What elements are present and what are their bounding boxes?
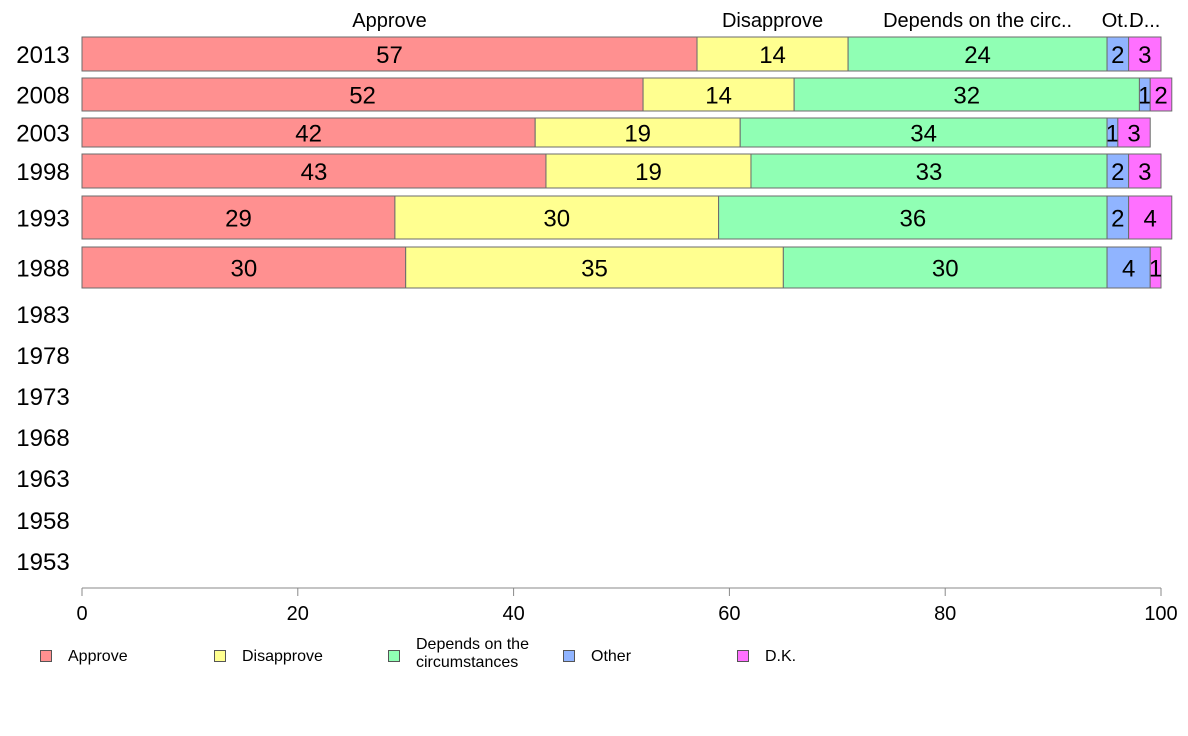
data-label: 30: [543, 206, 570, 233]
legend-label: Disapprove: [242, 648, 323, 665]
bar-segment: [642, 77, 795, 112]
category-label: 2008: [16, 83, 69, 110]
data-label: 3: [1138, 42, 1151, 69]
column-header: D...: [1129, 10, 1160, 32]
data-label: 36: [899, 206, 926, 233]
category-label: 1973: [16, 384, 69, 411]
bar-segment: [1128, 36, 1162, 72]
legend-swatch: [737, 650, 749, 662]
data-label: 2: [1111, 159, 1124, 186]
legend-item: Disapprove: [214, 636, 323, 666]
bar-segment: [696, 36, 849, 72]
data-label: 3: [1127, 121, 1140, 148]
data-label: 34: [910, 121, 937, 148]
chart-legend: Approve Disapprove Depends on the circumst…: [0, 636, 1188, 696]
legend-item: D.K.: [737, 636, 796, 666]
bar-segment: [1149, 246, 1162, 289]
legend-label: D.K.: [765, 648, 797, 665]
legend-label: Other: [591, 648, 632, 665]
category-label: 1983: [16, 302, 69, 329]
legend-label: Depends on the circumstances: [416, 636, 529, 671]
bar-segment: [1106, 246, 1151, 289]
x-tick-label: 20: [287, 603, 309, 625]
bar-segment: [394, 195, 720, 240]
category-label: 2003: [16, 121, 69, 148]
bar-segment: [782, 246, 1108, 289]
legend-item: Approve: [40, 636, 128, 666]
data-label: 42: [295, 121, 322, 148]
bar-segment: [718, 195, 1108, 240]
category-label: 1958: [16, 508, 69, 535]
bar-segment: [1128, 195, 1173, 240]
legend-swatch: [214, 650, 226, 662]
data-label: 2: [1111, 42, 1124, 69]
data-label: 14: [705, 83, 732, 110]
data-label: 35: [581, 256, 608, 283]
legend-label: Approve: [68, 648, 128, 665]
category-label: 1968: [16, 425, 69, 452]
bar-segment: [1117, 117, 1151, 148]
x-tick-label: 0: [76, 603, 87, 625]
data-label: 2: [1154, 83, 1167, 110]
category-label: 1993: [16, 206, 69, 233]
bar-segment: [405, 246, 784, 289]
data-label: 30: [932, 256, 959, 283]
legend-swatch: [40, 650, 52, 662]
bar-segment: [1149, 77, 1173, 112]
bar-segment: [81, 246, 407, 289]
legend-item: Depends on the circumstances: [388, 636, 529, 672]
column-header: Disapprove: [722, 10, 823, 32]
x-tick-label: 60: [718, 603, 740, 625]
data-label: 57: [376, 42, 403, 69]
bar-segment: [793, 77, 1140, 112]
data-label: 1: [1106, 121, 1119, 148]
category-label: 2013: [16, 42, 69, 69]
bar-segment: [545, 153, 752, 189]
bar-segment: [81, 117, 536, 148]
category-label: 1978: [16, 343, 69, 370]
data-label: 14: [759, 42, 786, 69]
category-label: 1953: [16, 549, 69, 576]
data-label: 33: [916, 159, 943, 186]
legend-swatch: [388, 650, 400, 662]
data-label: 19: [624, 121, 651, 148]
column-header: Ot..: [1102, 10, 1134, 32]
data-label: 3: [1138, 159, 1151, 186]
legend-item: Other: [563, 636, 631, 666]
data-label: 32: [953, 83, 980, 110]
data-label: 24: [964, 42, 991, 69]
data-label: 52: [349, 83, 376, 110]
category-label: 1963: [16, 466, 69, 493]
data-label: 43: [301, 159, 328, 186]
data-label: 1: [1138, 83, 1151, 110]
data-label: 2: [1111, 206, 1124, 233]
bar-segment: [750, 153, 1108, 189]
data-label: 4: [1122, 256, 1135, 283]
category-label: 1988: [16, 256, 69, 283]
column-header: Approve: [352, 10, 427, 32]
legend-swatch: [563, 650, 575, 662]
x-tick-label: 40: [502, 603, 524, 625]
data-label: 30: [230, 256, 257, 283]
data-label: 19: [635, 159, 662, 186]
data-label: 1: [1149, 256, 1162, 283]
stacked-bar-chart: Approve Disapprove Depends on the circ.. Ot…: [16, 10, 1177, 625]
column-header: Depends on the circ..: [883, 10, 1072, 32]
data-label: 29: [225, 206, 252, 233]
bar-segment: [739, 117, 1108, 148]
x-tick-label: 100: [1144, 603, 1177, 625]
x-tick-label: 80: [934, 603, 956, 625]
data-label: 4: [1144, 206, 1157, 233]
bar-segment: [81, 77, 644, 112]
bar-segment: [81, 195, 396, 240]
bar-segment: [81, 153, 547, 189]
bar-segment: [1128, 153, 1162, 189]
category-label: 1998: [16, 159, 69, 186]
